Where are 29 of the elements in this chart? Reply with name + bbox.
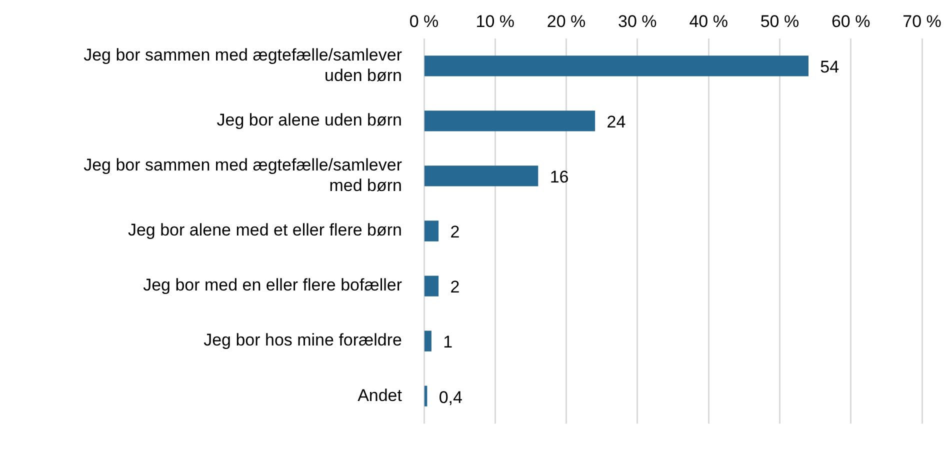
x-tick-label: 50 % [760, 12, 800, 31]
x-tick-label: 40 % [689, 12, 728, 31]
data-label: 24 [606, 112, 626, 132]
bar [424, 166, 538, 186]
x-tick-label: 0 % [409, 12, 439, 31]
y-tick-label: Jeg bor sammen med ægtefælle/samlever uden børn [84, 45, 402, 85]
y-tick-label: Jeg bor med en eller flere bofæller [143, 276, 402, 295]
x-tick-label: 20 % [546, 12, 586, 31]
bar [424, 330, 432, 352]
x-tick-label: 30 % [618, 12, 657, 31]
y-tick-label: Jeg bor sammen med ægtefælle/samlever med børn [84, 155, 402, 195]
y-tick-label: Jeg bor hos mine forældre [204, 330, 402, 350]
data-label: 16 [550, 168, 569, 187]
data-label: 0,4 [438, 388, 462, 407]
x-tick-label: 70 % [902, 12, 942, 31]
y-tick-label: Andet [358, 386, 402, 405]
bar [424, 220, 439, 242]
bar [424, 276, 439, 296]
data-label: 1 [443, 332, 453, 352]
data-label: 54 [820, 58, 840, 77]
bar [424, 56, 808, 76]
bar [424, 110, 596, 132]
data-label: 2 [450, 222, 460, 242]
x-tick-label: 60 % [831, 12, 870, 31]
data-label: 2 [450, 278, 460, 297]
x-tick-label: 10 % [476, 12, 515, 31]
bar [424, 386, 428, 406]
y-tick-label: Jeg bor alene med et eller flere børn [128, 220, 402, 240]
y-tick-label: Jeg bor alene uden børn [216, 110, 402, 130]
